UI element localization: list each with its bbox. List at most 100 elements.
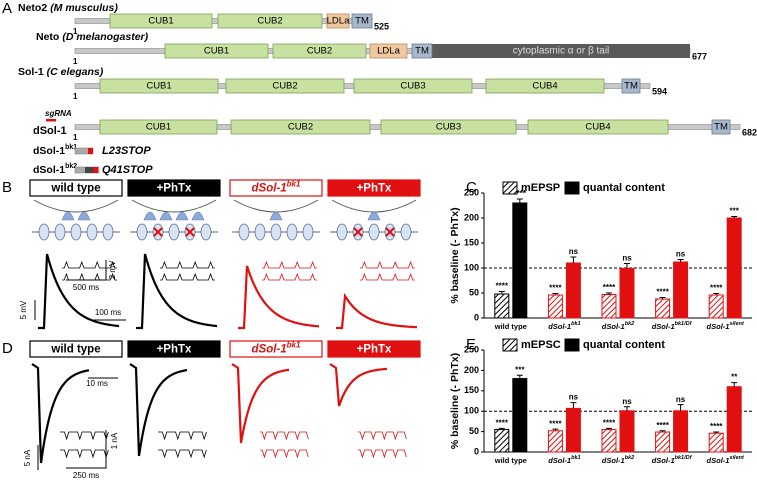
domain-label: CUB2	[288, 122, 313, 133]
bar	[547, 294, 563, 319]
domain	[380, 119, 517, 135]
x-tick-label: dSol-1bk1/Df	[652, 455, 693, 465]
scale-label: 1 nA	[110, 432, 119, 449]
vesicle-release	[191, 211, 205, 221]
receptor	[38, 223, 50, 241]
domain-label: CUB1	[204, 46, 229, 57]
epsc-trace	[31, 363, 90, 464]
error-bar	[570, 256, 577, 263]
significance: ****	[496, 282, 509, 291]
y-tick-label: 250	[464, 187, 479, 197]
condition-label: +PhTx	[357, 344, 392, 356]
legend-label: quantal content	[583, 339, 665, 351]
mini-trace	[358, 449, 407, 459]
condition-text: wild type	[50, 344, 100, 356]
error-bar	[606, 292, 612, 295]
error-bar	[713, 293, 720, 295]
mini-trace	[262, 260, 317, 269]
x-tick-label: dSol-1bk1	[548, 321, 580, 331]
error-bar	[731, 216, 738, 218]
receptor	[286, 223, 298, 241]
receptor	[400, 223, 412, 241]
mini-trace	[158, 431, 207, 441]
condition-label: wild type	[50, 344, 100, 356]
epsc-trace	[129, 363, 188, 457]
receptor-block	[385, 227, 395, 237]
species: (M musculus)	[50, 2, 118, 14]
receptor	[254, 223, 266, 241]
significance: ns	[622, 254, 632, 263]
bar	[726, 386, 742, 453]
domain-label: LDLa	[377, 46, 400, 57]
legend-marker	[564, 181, 580, 195]
error-bar	[606, 427, 612, 430]
bar	[673, 410, 689, 453]
domain	[353, 78, 473, 94]
scale-bar	[66, 430, 107, 469]
error-bar	[516, 198, 523, 203]
bar	[655, 298, 671, 319]
condition-box	[327, 340, 421, 358]
panel-letter: C	[466, 179, 477, 196]
end-residue: 682	[742, 127, 757, 137]
domain-label: CUB2	[272, 81, 297, 92]
tail-label: cytoplasmic α or β tail	[513, 46, 610, 57]
y-tick-label: 200	[464, 365, 479, 375]
stop-mark	[88, 148, 93, 154]
x-tick-label: dSol-1bk1	[548, 455, 580, 465]
epsc-trace	[329, 363, 388, 407]
mini-trace	[62, 260, 117, 269]
receptor	[270, 223, 282, 241]
domain	[527, 119, 669, 135]
scale-label: 500 ms	[73, 283, 99, 292]
receptor-block	[185, 227, 195, 237]
error-bar	[552, 293, 559, 295]
mini-trace	[358, 431, 407, 441]
receptor	[302, 223, 314, 241]
category-sup: bk1	[571, 321, 580, 327]
protein-name: Sol-1 (C elegans)	[18, 66, 104, 78]
x-tick-label: dSol-1bk2	[602, 455, 634, 465]
scale-label: 2 mV	[108, 260, 117, 279]
error-bar	[570, 402, 577, 409]
y-tick-label: 200	[464, 212, 479, 222]
domain	[230, 119, 371, 135]
error-bar	[498, 291, 505, 294]
receptor	[54, 223, 66, 241]
legend-marker	[502, 181, 518, 195]
scale-label: 100 ms	[95, 308, 121, 317]
domain	[225, 78, 345, 94]
epsp-trace	[238, 265, 320, 330]
domain	[99, 78, 219, 94]
domain	[711, 119, 731, 135]
error-bar	[624, 263, 630, 269]
allele-label: dSol-1	[33, 145, 65, 157]
domain	[411, 43, 433, 59]
error-bar	[552, 428, 559, 431]
vesicle-release	[61, 211, 75, 221]
error-bar	[659, 430, 666, 433]
receptor	[102, 223, 114, 241]
start-residue: 1	[73, 92, 78, 101]
domain-label: TM	[415, 46, 429, 57]
significance: ***	[730, 207, 740, 216]
stop-mark	[93, 167, 98, 173]
y-tick-label: 50	[469, 426, 479, 436]
error-bar	[498, 427, 505, 430]
protein-label: Sol-1	[18, 66, 44, 78]
domain-label: CUB3	[436, 122, 461, 133]
condition-sup: bk1	[287, 341, 301, 350]
bar	[726, 217, 742, 319]
receptor-block	[153, 227, 163, 237]
category-sup: bk1/Df	[675, 321, 693, 327]
condition-label: dSol-1bk1	[252, 180, 301, 195]
domain	[326, 13, 350, 29]
mini-trace	[360, 260, 415, 269]
condition-text: wild type	[50, 183, 100, 195]
epsp-trace	[38, 253, 120, 330]
condition-box	[127, 179, 221, 197]
x-tick-label: wild type	[494, 322, 527, 331]
significance: **	[731, 373, 738, 382]
bar	[512, 378, 528, 453]
x-tick-label: dSol-1silent	[707, 321, 745, 331]
